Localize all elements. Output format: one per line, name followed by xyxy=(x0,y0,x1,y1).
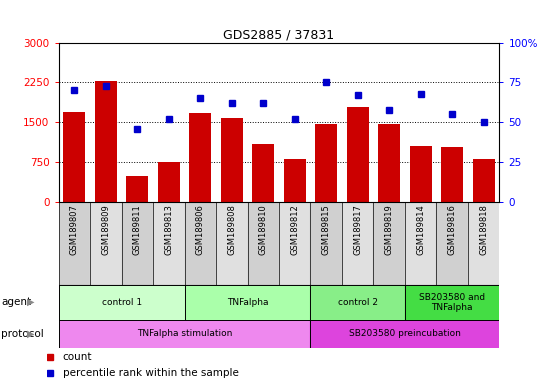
Bar xyxy=(158,162,180,202)
Bar xyxy=(63,112,85,202)
Bar xyxy=(252,144,275,202)
Bar xyxy=(347,108,369,202)
Bar xyxy=(283,159,306,202)
Bar xyxy=(59,320,310,348)
Text: TNFalpha stimulation: TNFalpha stimulation xyxy=(137,329,232,338)
Text: GSM189813: GSM189813 xyxy=(164,204,174,255)
Text: GSM189816: GSM189816 xyxy=(448,204,456,255)
Bar xyxy=(248,202,279,285)
Bar xyxy=(189,113,211,202)
Bar xyxy=(185,202,216,285)
Bar xyxy=(310,285,405,320)
Bar xyxy=(95,81,117,202)
Text: GSM189809: GSM189809 xyxy=(102,204,110,255)
Text: protocol: protocol xyxy=(1,329,44,339)
Text: percentile rank within the sample: percentile rank within the sample xyxy=(62,368,238,378)
Text: GSM189812: GSM189812 xyxy=(290,204,299,255)
Bar xyxy=(436,202,468,285)
Bar xyxy=(221,118,243,202)
Bar xyxy=(378,124,400,202)
Bar xyxy=(59,285,185,320)
Text: ▶: ▶ xyxy=(27,329,34,339)
Text: TNFalpha: TNFalpha xyxy=(227,298,268,307)
Text: GSM189814: GSM189814 xyxy=(416,204,425,255)
Bar xyxy=(122,202,153,285)
Bar xyxy=(342,202,373,285)
Bar xyxy=(153,202,185,285)
Text: GSM189815: GSM189815 xyxy=(322,204,331,255)
Text: ▶: ▶ xyxy=(27,297,34,307)
Bar xyxy=(185,285,310,320)
Text: GSM189810: GSM189810 xyxy=(259,204,268,255)
Text: agent: agent xyxy=(1,297,31,307)
Bar xyxy=(310,320,499,348)
Bar xyxy=(410,146,432,202)
Text: GSM189818: GSM189818 xyxy=(479,204,488,255)
Text: SB203580 preincubation: SB203580 preincubation xyxy=(349,329,461,338)
Text: control 2: control 2 xyxy=(338,298,378,307)
Title: GDS2885 / 37831: GDS2885 / 37831 xyxy=(223,28,335,41)
Bar xyxy=(59,202,90,285)
Bar xyxy=(310,202,342,285)
Text: SB203580 and
TNFalpha: SB203580 and TNFalpha xyxy=(419,293,485,312)
Bar xyxy=(373,202,405,285)
Bar xyxy=(405,285,499,320)
Bar xyxy=(279,202,310,285)
Bar xyxy=(216,202,248,285)
Bar xyxy=(405,202,436,285)
Bar xyxy=(441,147,463,202)
Text: GSM189819: GSM189819 xyxy=(384,204,394,255)
Text: control 1: control 1 xyxy=(102,298,142,307)
Bar xyxy=(90,202,122,285)
Bar xyxy=(315,124,337,202)
Text: GSM189808: GSM189808 xyxy=(227,204,236,255)
Bar xyxy=(473,159,495,202)
Text: GSM189811: GSM189811 xyxy=(133,204,142,255)
Text: count: count xyxy=(62,352,92,362)
Text: GSM189806: GSM189806 xyxy=(196,204,205,255)
Bar xyxy=(468,202,499,285)
Text: GSM189817: GSM189817 xyxy=(353,204,362,255)
Bar xyxy=(126,177,148,202)
Text: GSM189807: GSM189807 xyxy=(70,204,79,255)
